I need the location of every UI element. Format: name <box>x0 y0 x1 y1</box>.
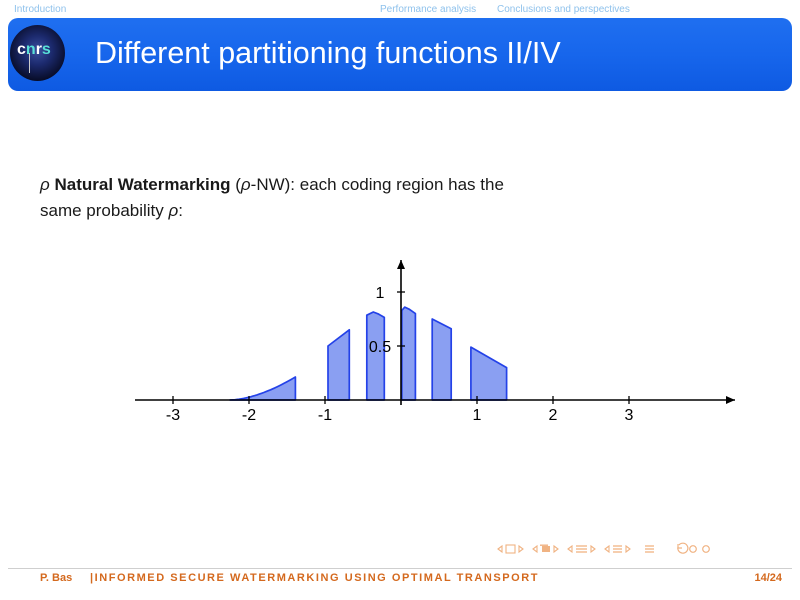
svg-text:-1: -1 <box>318 407 332 424</box>
svg-text:-3: -3 <box>166 407 180 424</box>
svg-text:-2: -2 <box>242 407 256 424</box>
svg-text:2: 2 <box>549 407 558 424</box>
svg-text:1: 1 <box>376 285 385 302</box>
svg-text:1: 1 <box>473 407 482 424</box>
svg-text:3: 3 <box>625 407 634 424</box>
svg-text:0.5: 0.5 <box>369 339 391 356</box>
